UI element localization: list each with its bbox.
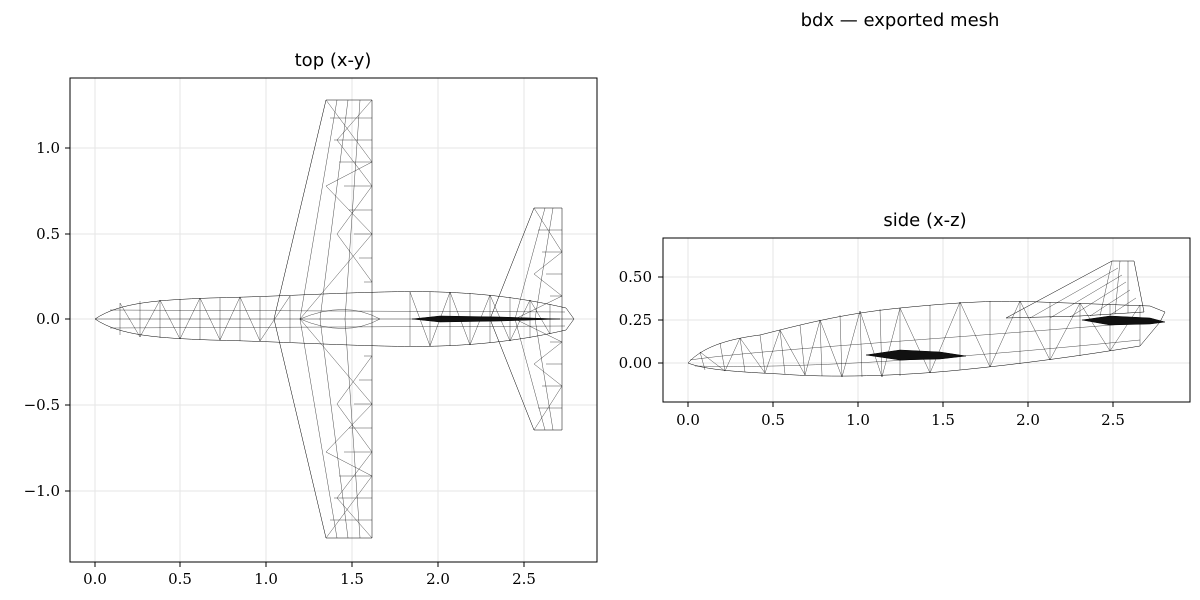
vertical-fin-top <box>411 315 561 323</box>
top-y-tick-label: 0.5 <box>36 225 60 243</box>
top-y-tick-label: −0.5 <box>24 396 60 414</box>
top-view-axes-frame <box>69 77 598 563</box>
top-x-tick-label: 1.0 <box>254 570 278 588</box>
side-x-tick-label: 0.0 <box>676 411 700 429</box>
side-view-panel: side (x-z) <box>619 210 1191 429</box>
side-x-tick-label: 0.5 <box>761 411 785 429</box>
top-view-y-ticks: 1.0 0.5 0.0 −0.5 −1.0 <box>24 139 70 500</box>
top-y-tick-label: −1.0 <box>24 482 60 500</box>
top-x-tick-label: 2.0 <box>426 570 450 588</box>
top-x-tick-label: 0.0 <box>83 570 107 588</box>
top-x-tick-label: 2.5 <box>512 570 536 588</box>
side-view-mesh <box>687 260 1166 378</box>
side-x-tick-label: 2.0 <box>1016 411 1040 429</box>
top-y-tick-label: 0.0 <box>36 310 60 328</box>
top-view-mesh <box>94 99 575 539</box>
top-x-tick-label: 1.5 <box>340 570 364 588</box>
top-view-x-ticks: 0.0 0.5 1.0 1.5 2.0 2.5 <box>83 562 536 588</box>
vertical-fin <box>1005 260 1145 319</box>
side-view-x-ticks: 0.0 0.5 1.0 1.5 2.0 2.5 <box>676 402 1125 429</box>
side-x-tick-label: 1.0 <box>846 411 870 429</box>
top-view-panel: top (x-y) <box>24 50 598 588</box>
side-y-tick-label: 0.50 <box>619 268 652 286</box>
horizontal-tail-side <box>1081 315 1166 326</box>
top-x-tick-label: 0.5 <box>168 570 192 588</box>
side-view-y-ticks: 0.50 0.25 0.00 <box>619 268 663 372</box>
side-y-tick-label: 0.25 <box>619 311 652 329</box>
side-view-title: side (x-z) <box>883 210 966 231</box>
top-y-tick-label: 1.0 <box>36 139 60 157</box>
horizontal-tail <box>489 207 563 431</box>
side-view-axes-frame <box>662 237 1191 403</box>
figure-title: bdx — exported mesh <box>801 10 1000 31</box>
side-x-tick-label: 2.5 <box>1101 411 1125 429</box>
wing-side <box>865 349 967 361</box>
fuselage-side <box>687 301 1166 377</box>
side-y-tick-label: 0.00 <box>619 354 652 372</box>
main-wing <box>273 99 373 539</box>
side-x-tick-label: 1.5 <box>931 411 955 429</box>
top-view-title: top (x-y) <box>295 50 372 71</box>
